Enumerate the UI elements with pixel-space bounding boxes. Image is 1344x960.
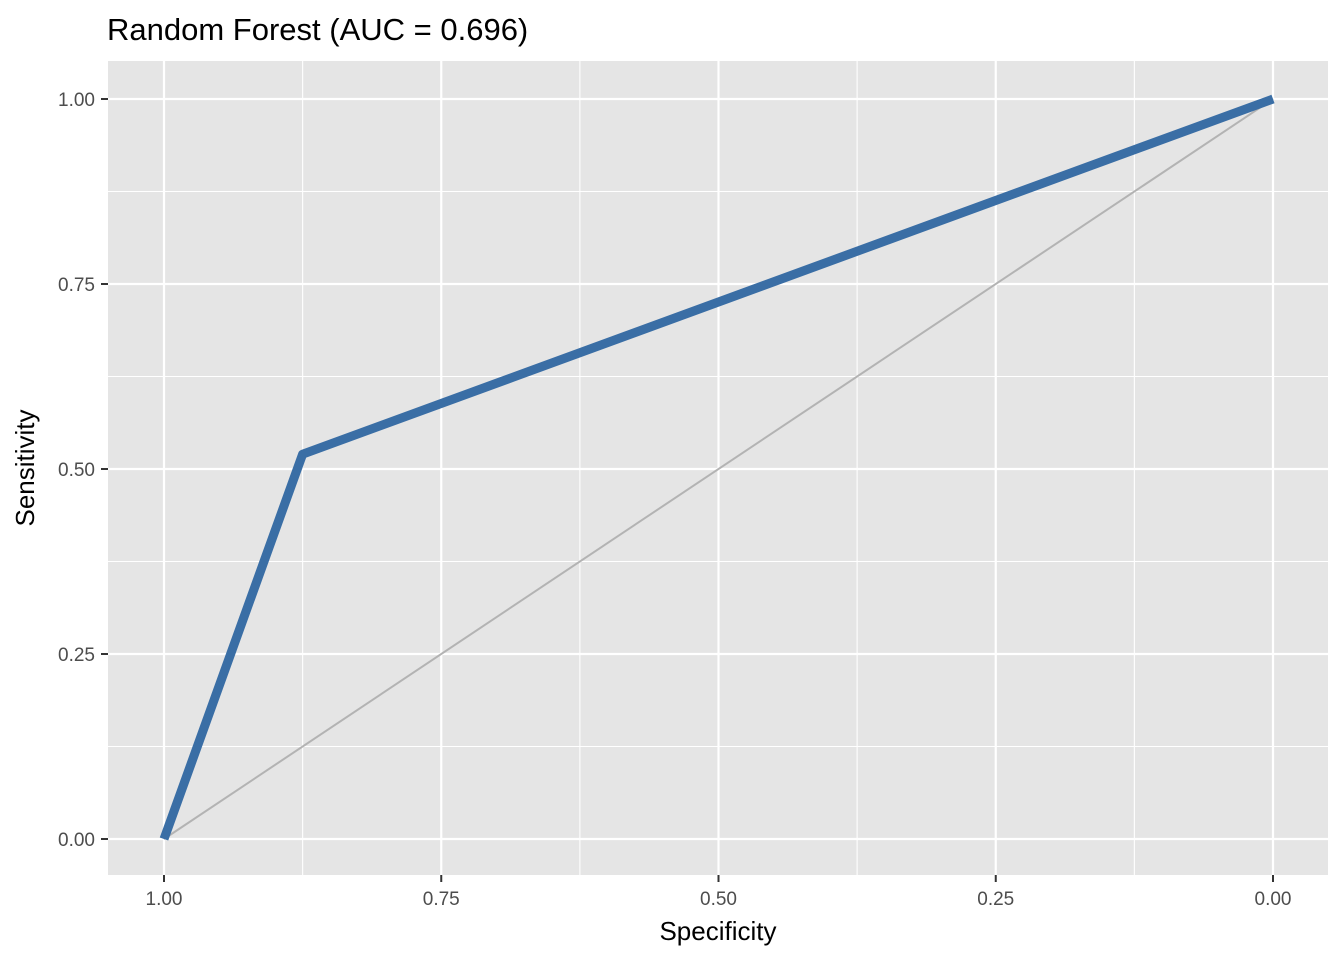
y-tick-label: 1.00 (58, 90, 95, 111)
reference-layer (163, 98, 1274, 840)
x-tick-label: 0.00 (1255, 889, 1292, 910)
y-tick-label: 0.50 (58, 460, 95, 481)
reference-diagonal-line (163, 98, 1274, 840)
chart-title: Random Forest (AUC = 0.696) (107, 12, 528, 47)
x-tick-label: 1.00 (146, 889, 183, 910)
x-tick-label: 0.25 (977, 889, 1014, 910)
y-tick-label: 0.75 (58, 275, 95, 296)
roc-curve-line (159, 94, 1275, 841)
x-tick-label: 0.50 (700, 889, 737, 910)
y-tick-label: 0.25 (58, 645, 95, 666)
y-axis: 0.00 0.25 0.50 0.75 1.00 (58, 90, 108, 851)
series-layer (159, 94, 1275, 841)
y-axis-title: Sensitivity (10, 409, 40, 526)
x-axis: 1.00 0.75 0.50 0.25 0.00 (146, 875, 1292, 910)
y-tick-label: 0.00 (58, 830, 95, 851)
x-axis-title: Specificity (659, 916, 776, 946)
x-tick-label: 0.75 (423, 889, 460, 910)
